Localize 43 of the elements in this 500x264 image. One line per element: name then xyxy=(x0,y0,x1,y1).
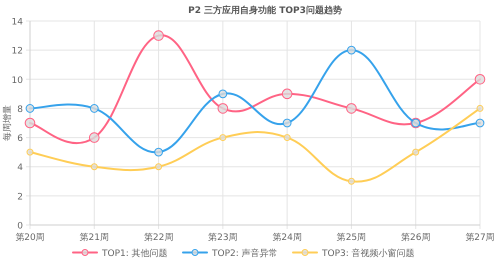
point xyxy=(476,118,484,128)
point xyxy=(474,74,486,85)
point xyxy=(412,148,420,156)
x-tick-label: 第20周 xyxy=(15,232,45,243)
y-tick-label: 8 xyxy=(17,104,24,115)
y-tick-label: 4 xyxy=(17,163,24,174)
point xyxy=(282,88,292,100)
y-tick-label: 12 xyxy=(12,46,23,57)
point xyxy=(346,103,357,114)
x-tick-label: 第27周 xyxy=(465,232,495,243)
point xyxy=(284,134,291,142)
y-tick-label: 10 xyxy=(12,76,24,86)
point xyxy=(219,134,226,142)
x-tick-label: 第26周 xyxy=(400,232,430,243)
legend-label: TOP1: 其他问题 xyxy=(101,248,168,259)
point xyxy=(282,118,292,128)
x-tick-label: 第25周 xyxy=(336,232,366,243)
point xyxy=(153,30,164,41)
y-axis-title: 每周增量 xyxy=(2,105,13,141)
point xyxy=(347,46,356,55)
point xyxy=(476,104,484,112)
point xyxy=(154,148,163,157)
legend-label: TOP2: 声音异常 xyxy=(211,248,278,259)
x-tick-label: 第22周 xyxy=(144,232,174,243)
point xyxy=(348,178,355,185)
point xyxy=(218,89,228,98)
y-tick-label: 2 xyxy=(17,192,23,202)
point xyxy=(90,163,98,170)
point xyxy=(88,132,100,143)
point xyxy=(24,118,36,128)
point xyxy=(218,103,228,114)
point xyxy=(26,148,34,156)
chart-title: P2 三方应用自身功能 TOP3问题趋势 xyxy=(188,5,342,16)
point xyxy=(26,104,34,113)
y-tick-label: 6 xyxy=(17,134,24,144)
y-tick-label: 0 xyxy=(17,222,24,232)
legend-label: TOP3: 音视频小窗问题 xyxy=(321,248,415,259)
x-tick-label: 第24周 xyxy=(272,232,302,243)
point xyxy=(155,163,162,170)
x-tick-label: 第23周 xyxy=(208,232,238,243)
point xyxy=(90,104,99,113)
y-tick-label: 14 xyxy=(12,18,24,28)
x-tick-label: 第21周 xyxy=(80,232,110,243)
